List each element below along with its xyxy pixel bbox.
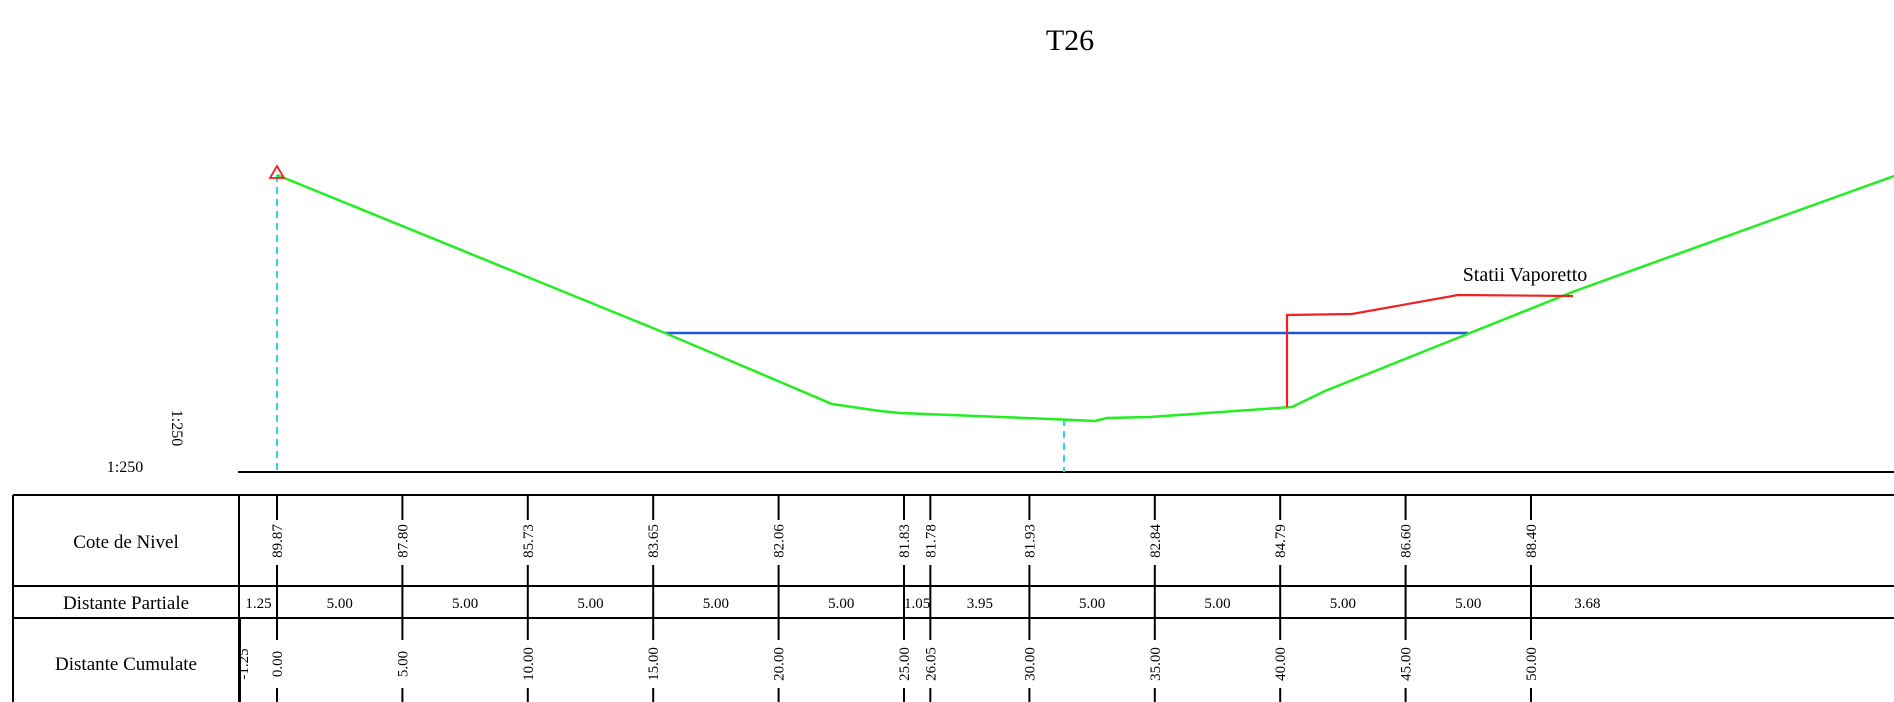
partial-distance-value: 1.05 bbox=[904, 596, 930, 612]
cumulative-distance-value: 50.00 bbox=[1524, 647, 1540, 681]
elevation-value: 81.93 bbox=[1022, 524, 1038, 558]
terrain-profile-line bbox=[276, 173, 1894, 423]
elevation-value: 87.80 bbox=[395, 524, 411, 558]
elevation-value: 86.60 bbox=[1399, 524, 1415, 558]
cumulative-distance-value: 20.00 bbox=[772, 647, 788, 681]
cumulative-distance-value: 35.00 bbox=[1148, 647, 1164, 681]
horizontal-scale-label: 1:250 bbox=[107, 459, 143, 476]
station-marker-line bbox=[1285, 293, 1574, 407]
row-label-partial-distances: Distante Partiale bbox=[63, 593, 189, 614]
partial-distance-value: 3.95 bbox=[967, 596, 993, 612]
partial-distance-value: 5.00 bbox=[577, 596, 603, 612]
cumulative-distance-value: 25.00 bbox=[897, 647, 913, 681]
partial-distance-value: 5.00 bbox=[828, 596, 854, 612]
elevation-value: 81.78 bbox=[923, 524, 939, 558]
partial-distance-value: 5.00 bbox=[452, 596, 478, 612]
cumulative-distance-value: 40.00 bbox=[1273, 647, 1289, 681]
elevation-value: 82.06 bbox=[772, 524, 788, 558]
cumulative-distance-value: 10.00 bbox=[521, 647, 537, 681]
partial-distance-value: 3.68 bbox=[1574, 596, 1600, 612]
vertical-scale-label: 1:250 bbox=[168, 410, 185, 446]
partial-distance-value: 5.00 bbox=[327, 596, 353, 612]
elevation-value: 85.73 bbox=[521, 524, 537, 558]
elevation-value: 88.40 bbox=[1524, 524, 1540, 558]
cumulative-distance-value: 5.00 bbox=[395, 651, 411, 677]
elevation-value: 83.65 bbox=[646, 524, 662, 558]
station-ticks bbox=[239, 495, 1532, 702]
partial-distance-value: 5.00 bbox=[1204, 596, 1230, 612]
elevation-value: 84.79 bbox=[1273, 524, 1289, 558]
cumulative-distance-value: 30.00 bbox=[1022, 647, 1038, 681]
row-label-elevations: Cote de Nivel bbox=[73, 532, 179, 553]
partial-distance-value: 5.00 bbox=[1455, 596, 1481, 612]
partial-distance-value: 5.00 bbox=[1330, 596, 1356, 612]
elevation-value: 81.83 bbox=[897, 524, 913, 558]
elevation-value: 82.84 bbox=[1148, 524, 1164, 558]
cumulative-distance-value: 0.00 bbox=[270, 651, 286, 677]
cumulative-distance-value: 15.00 bbox=[646, 647, 662, 681]
partial-distance-value: 5.00 bbox=[703, 596, 729, 612]
cumulative-distance-value: 26.05 bbox=[923, 647, 939, 681]
partial-distances-row: 1.25 5.00 5.00 5.00 5.00 5.00 1.05 3.95 5.00 5.00… bbox=[245, 596, 1600, 612]
cumulative-distance-value: 45.00 bbox=[1399, 647, 1415, 681]
cumulative-distance-value: -1.25 bbox=[236, 648, 252, 679]
row-label-cumulative-distances: Distante Cumulate bbox=[55, 654, 197, 675]
triangle-icon bbox=[268, 164, 286, 179]
cumulative-distances-row: -1.25 0.00 5.00 10.00 15.00 20.00 25.00 26.05 30… bbox=[236, 647, 1540, 681]
partial-distance-value: 1.25 bbox=[245, 596, 271, 612]
partial-distance-value: 5.00 bbox=[1079, 596, 1105, 612]
station-annotation-label: Statii Vaporetto bbox=[1463, 264, 1588, 286]
section-title: T26 bbox=[1046, 24, 1094, 57]
elevation-values-row: 89.87 87.80 85.73 83.65 82.06 81.83 81.78 81.93… bbox=[270, 524, 1540, 558]
elevation-value: 89.87 bbox=[270, 524, 286, 558]
data-table: Cote de Nivel Distante Partiale Distante… bbox=[12, 494, 1894, 702]
